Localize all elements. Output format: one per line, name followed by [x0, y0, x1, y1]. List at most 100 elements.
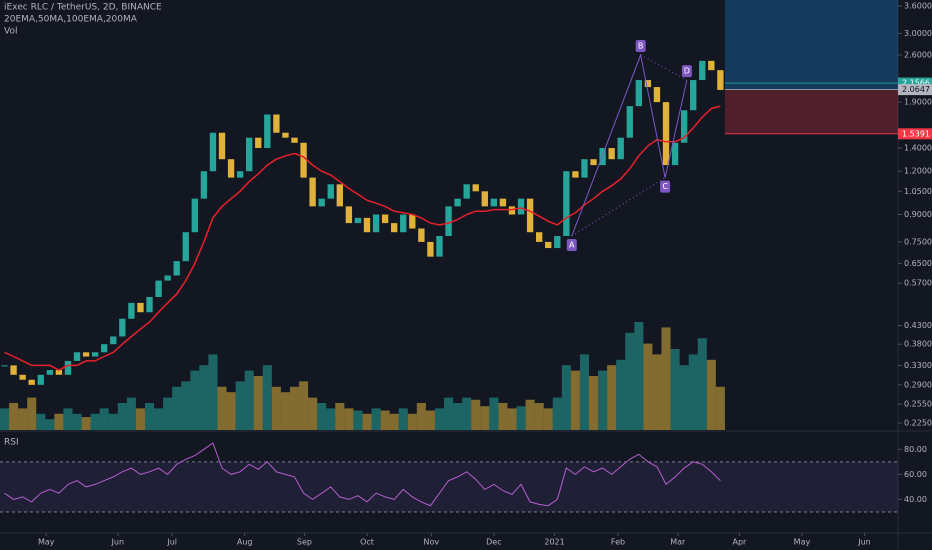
price-tick-label: 0.6500	[904, 259, 932, 268]
price-tick-label: 0.5700	[904, 279, 932, 288]
time-tick-label: Dec	[486, 538, 501, 547]
time-tick-label: Jun	[111, 538, 125, 547]
price-tick-label: 0.4300	[904, 321, 932, 330]
candle	[264, 114, 271, 149]
price-badge-label: 2.1566	[902, 79, 930, 88]
candle	[472, 184, 479, 192]
time-tick-label: Aug	[237, 538, 253, 547]
volume-bar	[715, 386, 725, 430]
volume-bar	[579, 354, 590, 430]
candle	[690, 80, 697, 111]
candle	[227, 159, 235, 178]
volume-bar	[489, 397, 499, 430]
candle	[137, 302, 144, 313]
volume-bar	[90, 413, 100, 430]
candle	[454, 198, 461, 207]
volume-bar	[407, 413, 417, 430]
time-tick-label: Nov	[424, 538, 440, 547]
volume-bar	[262, 365, 272, 430]
candle	[255, 137, 262, 149]
volume-bar	[36, 413, 46, 430]
pattern-label: C	[662, 182, 668, 191]
volume-bar	[634, 322, 644, 430]
volume-bar	[444, 397, 454, 430]
price-badge	[898, 77, 932, 89]
candle	[418, 228, 425, 242]
volume-bar	[661, 327, 671, 430]
candle	[572, 171, 579, 178]
time-tick-label: Feb	[611, 538, 625, 547]
price-tick-label: 0.3800	[904, 340, 932, 349]
pattern-point	[660, 180, 671, 193]
candle	[662, 102, 670, 166]
candle	[10, 365, 17, 375]
candle	[409, 214, 416, 229]
candle	[82, 352, 90, 357]
pattern-label: D	[684, 67, 690, 76]
volume-bar	[498, 403, 508, 430]
candle	[699, 60, 706, 81]
volume-bar	[625, 332, 635, 430]
target-zone	[724, 0, 898, 90]
candle	[653, 87, 661, 103]
volume-bar	[9, 403, 19, 430]
volume-bar	[335, 403, 345, 430]
candle	[363, 217, 371, 233]
volume-bar	[54, 413, 64, 430]
candle	[354, 217, 362, 224]
candle	[327, 184, 334, 199]
candle	[617, 137, 624, 160]
candle	[191, 198, 198, 233]
candle	[336, 184, 343, 207]
volume-bar	[172, 386, 182, 430]
volume-bar	[144, 403, 155, 430]
volume-bar	[126, 397, 136, 430]
price-badge-label: 1.5391	[902, 129, 930, 138]
price-tick-label: 1.4000	[904, 144, 932, 153]
price-tick-label: 2.6000	[904, 50, 932, 59]
volume-bar	[18, 408, 28, 430]
volume-bar	[308, 397, 318, 430]
volume-bar	[81, 417, 91, 430]
rsi-band	[0, 461, 898, 512]
time-tick-label: Mar	[670, 538, 686, 547]
price-tick-label: 1.2000	[904, 167, 932, 176]
volume-bar	[706, 359, 716, 430]
pattern-label: A	[569, 241, 575, 250]
price-tick-label: 0.2900	[904, 380, 932, 389]
candle	[28, 379, 35, 385]
volume-bar	[199, 365, 209, 430]
volume-bar	[552, 397, 562, 430]
candle	[499, 198, 507, 207]
time-tick-label: 2021	[544, 538, 564, 547]
volume-bar	[570, 370, 580, 430]
candle	[291, 137, 298, 143]
candle	[300, 142, 307, 178]
volume-bar	[697, 338, 707, 430]
volume-bar	[190, 370, 200, 430]
pattern-point	[566, 239, 577, 252]
candle	[173, 261, 180, 276]
candle	[708, 60, 715, 71]
time-tick-label: Jun	[857, 538, 871, 547]
price-tick-label: 0.3300	[904, 361, 932, 370]
rsi-legend: RSI	[4, 438, 19, 448]
rsi-tick-label: 80.00	[904, 445, 927, 454]
rsi-line	[4, 442, 721, 507]
volume-bar	[398, 408, 408, 430]
volume-bar	[117, 403, 127, 430]
candle	[64, 360, 72, 375]
candle	[427, 241, 434, 257]
volume-bar	[353, 410, 363, 430]
volume-bar	[217, 386, 227, 430]
volume-bar	[317, 403, 327, 430]
candle	[182, 232, 189, 262]
candle	[128, 302, 135, 319]
candle	[490, 198, 498, 207]
candle	[626, 106, 633, 138]
volume-bar	[154, 408, 164, 430]
volume-bar	[163, 397, 173, 430]
volume-bar	[63, 408, 73, 430]
volume-bar	[462, 397, 472, 430]
